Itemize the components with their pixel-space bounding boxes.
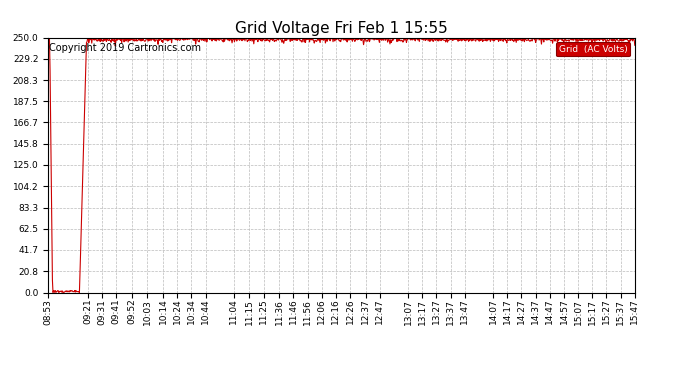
Legend: Grid  (AC Volts): Grid (AC Volts) bbox=[556, 42, 630, 56]
Title: Grid Voltage Fri Feb 1 15:55: Grid Voltage Fri Feb 1 15:55 bbox=[235, 21, 448, 36]
Text: Copyright 2019 Cartronics.com: Copyright 2019 Cartronics.com bbox=[50, 43, 201, 52]
